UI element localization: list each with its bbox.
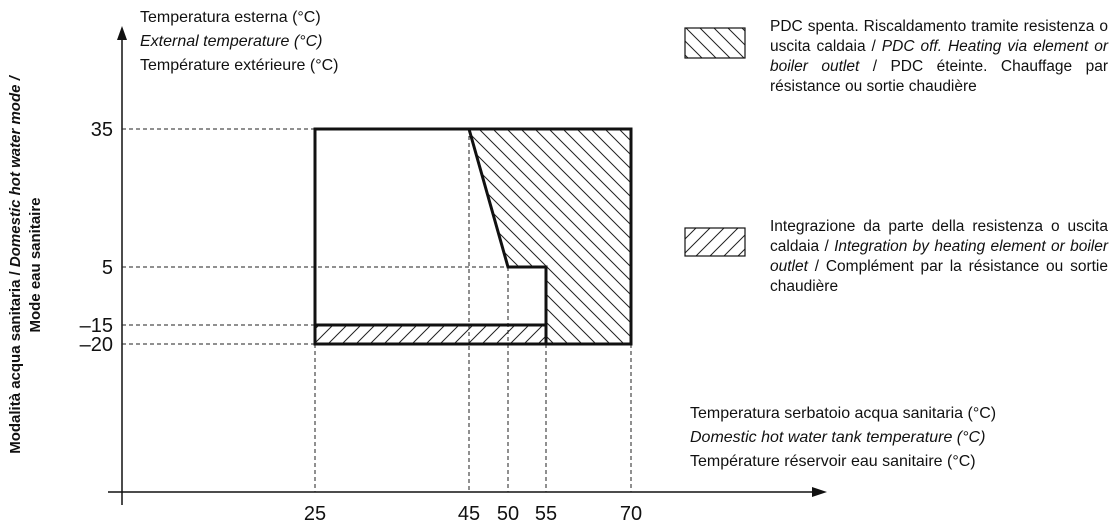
- title-line: External temperature (°C): [140, 33, 323, 50]
- legend-text: PDC spenta. Riscaldamento tramite resist…: [770, 17, 1108, 97]
- y-tick-label: –20: [80, 334, 113, 356]
- title-line: Temperatura esterna (°C): [140, 9, 321, 26]
- x-arrow: [812, 487, 827, 497]
- side-label-part: Modalità acqua sanitaria /: [7, 270, 24, 453]
- legend-part: / PDC éteinte. Chauffage par résistance …: [770, 58, 1108, 95]
- legend-part: / Complément par la résistance ou sortie…: [770, 258, 1108, 295]
- y-arrow: [117, 26, 127, 40]
- legend-part: Integrazione da parte della resistenza o…: [770, 218, 1108, 255]
- x-tick-label: 25: [304, 503, 326, 525]
- title-line: Température réservoir eau sanitaire (°C): [690, 453, 976, 470]
- legend-swatch: [684, 227, 746, 257]
- legend-swatch: [684, 27, 746, 59]
- title-line: Température extérieure (°C): [140, 57, 339, 74]
- integration-region: [315, 325, 546, 344]
- side-label-line: Modalità acqua sanitaria / Domestic hot …: [7, 74, 24, 453]
- x-tick-label: 55: [535, 503, 557, 525]
- y-axis-title: Temperatura esterna (°C) External temper…: [140, 6, 338, 78]
- pdc-off-region: [469, 129, 631, 344]
- legend-text: Integrazione da parte della resistenza o…: [770, 217, 1108, 297]
- x-tick-label: 50: [497, 503, 519, 525]
- side-label-line: Mode eau sanitaire: [27, 197, 44, 332]
- envelope-outline: [313, 127, 633, 346]
- y-tick-label: 35: [91, 119, 113, 141]
- title-line: Temperatura serbatoio acqua sanitaria (°…: [690, 405, 997, 422]
- y-tick-label: –15: [80, 315, 113, 337]
- x-axis-title: Temperatura serbatoio acqua sanitaria (°…: [690, 402, 996, 474]
- legend-part: PDC off. Heating via element or boiler o…: [770, 38, 1109, 75]
- y-tick-label: 5: [102, 257, 113, 279]
- side-label: Modalità acqua sanitaria / Domestic hot …: [7, 74, 44, 453]
- title-line: Domestic hot water tank temperature (°C): [690, 429, 986, 446]
- legend-part: Integration by heating element or boiler…: [770, 238, 1108, 275]
- x-tick-label: 70: [620, 503, 642, 525]
- x-tick-label: 45: [458, 503, 480, 525]
- side-label-part: Domestic hot water mode /: [7, 74, 24, 267]
- legend-part: PDC spenta. Riscaldamento tramite resist…: [770, 18, 1108, 55]
